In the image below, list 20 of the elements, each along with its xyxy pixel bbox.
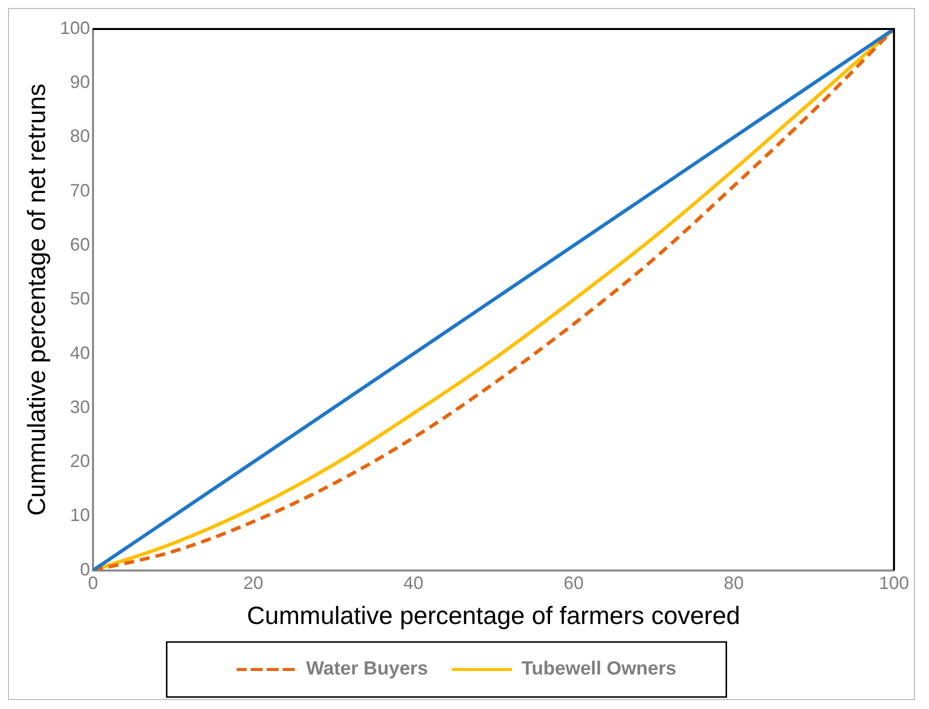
x-tick-label: 80	[724, 573, 744, 594]
y-tick-label: 60	[70, 234, 90, 255]
legend-label: Water Buyers	[306, 658, 428, 680]
x-tick-label: 100	[878, 573, 910, 594]
y-tick-label: 10	[70, 505, 90, 526]
x-tick-label: 60	[564, 573, 584, 594]
y-axis-title: Cummulative percentage of net retruns	[22, 84, 51, 516]
y-tick-label: 90	[70, 72, 90, 92]
legend-label: Tubewell Owners	[521, 658, 676, 680]
y-tick-label: 30	[70, 396, 90, 417]
y-tick-label: 100	[60, 18, 90, 38]
y-tick-label: 20	[70, 451, 90, 472]
y-tick-label: 70	[70, 180, 90, 200]
x-tick-label: 40	[403, 573, 424, 594]
y-tick-label: 80	[70, 126, 90, 146]
y-tick-label: 0	[80, 559, 90, 580]
x-axis-title: Cummulative percentage of farmers covered	[246, 602, 740, 630]
x-tick-label: 20	[243, 573, 264, 594]
y-tick-label: 40	[70, 342, 90, 363]
y-tick-label: 50	[70, 288, 90, 309]
